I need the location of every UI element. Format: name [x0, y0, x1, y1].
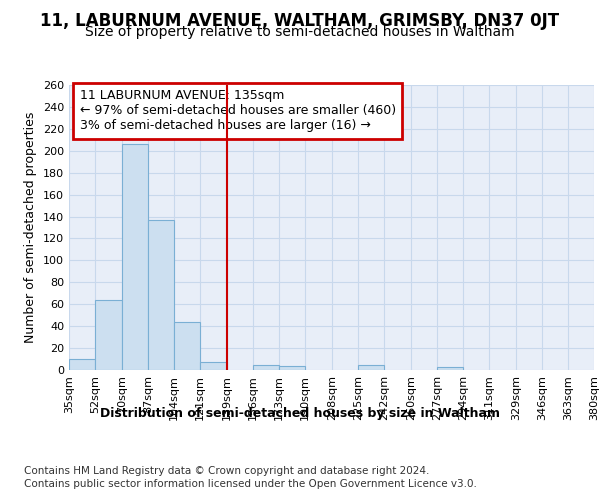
Text: Contains public sector information licensed under the Open Government Licence v3: Contains public sector information licen…: [24, 479, 477, 489]
Text: Distribution of semi-detached houses by size in Waltham: Distribution of semi-detached houses by …: [100, 408, 500, 420]
Bar: [148, 220, 174, 370]
Text: 11 LABURNUM AVENUE: 135sqm
← 97% of semi-detached houses are smaller (460)
3% of: 11 LABURNUM AVENUE: 135sqm ← 97% of semi…: [79, 90, 395, 132]
Text: Size of property relative to semi-detached houses in Waltham: Size of property relative to semi-detach…: [85, 25, 515, 39]
Bar: [200, 362, 227, 370]
Bar: [69, 359, 95, 370]
Bar: [358, 364, 384, 370]
Bar: [174, 322, 200, 370]
Text: Contains HM Land Registry data © Crown copyright and database right 2024.: Contains HM Land Registry data © Crown c…: [24, 466, 430, 476]
Y-axis label: Number of semi-detached properties: Number of semi-detached properties: [25, 112, 37, 343]
Bar: [437, 366, 463, 370]
Bar: [279, 366, 305, 370]
Bar: [122, 144, 148, 370]
Text: 11, LABURNUM AVENUE, WALTHAM, GRIMSBY, DN37 0JT: 11, LABURNUM AVENUE, WALTHAM, GRIMSBY, D…: [40, 12, 560, 30]
Bar: [95, 300, 122, 370]
Bar: [253, 364, 279, 370]
